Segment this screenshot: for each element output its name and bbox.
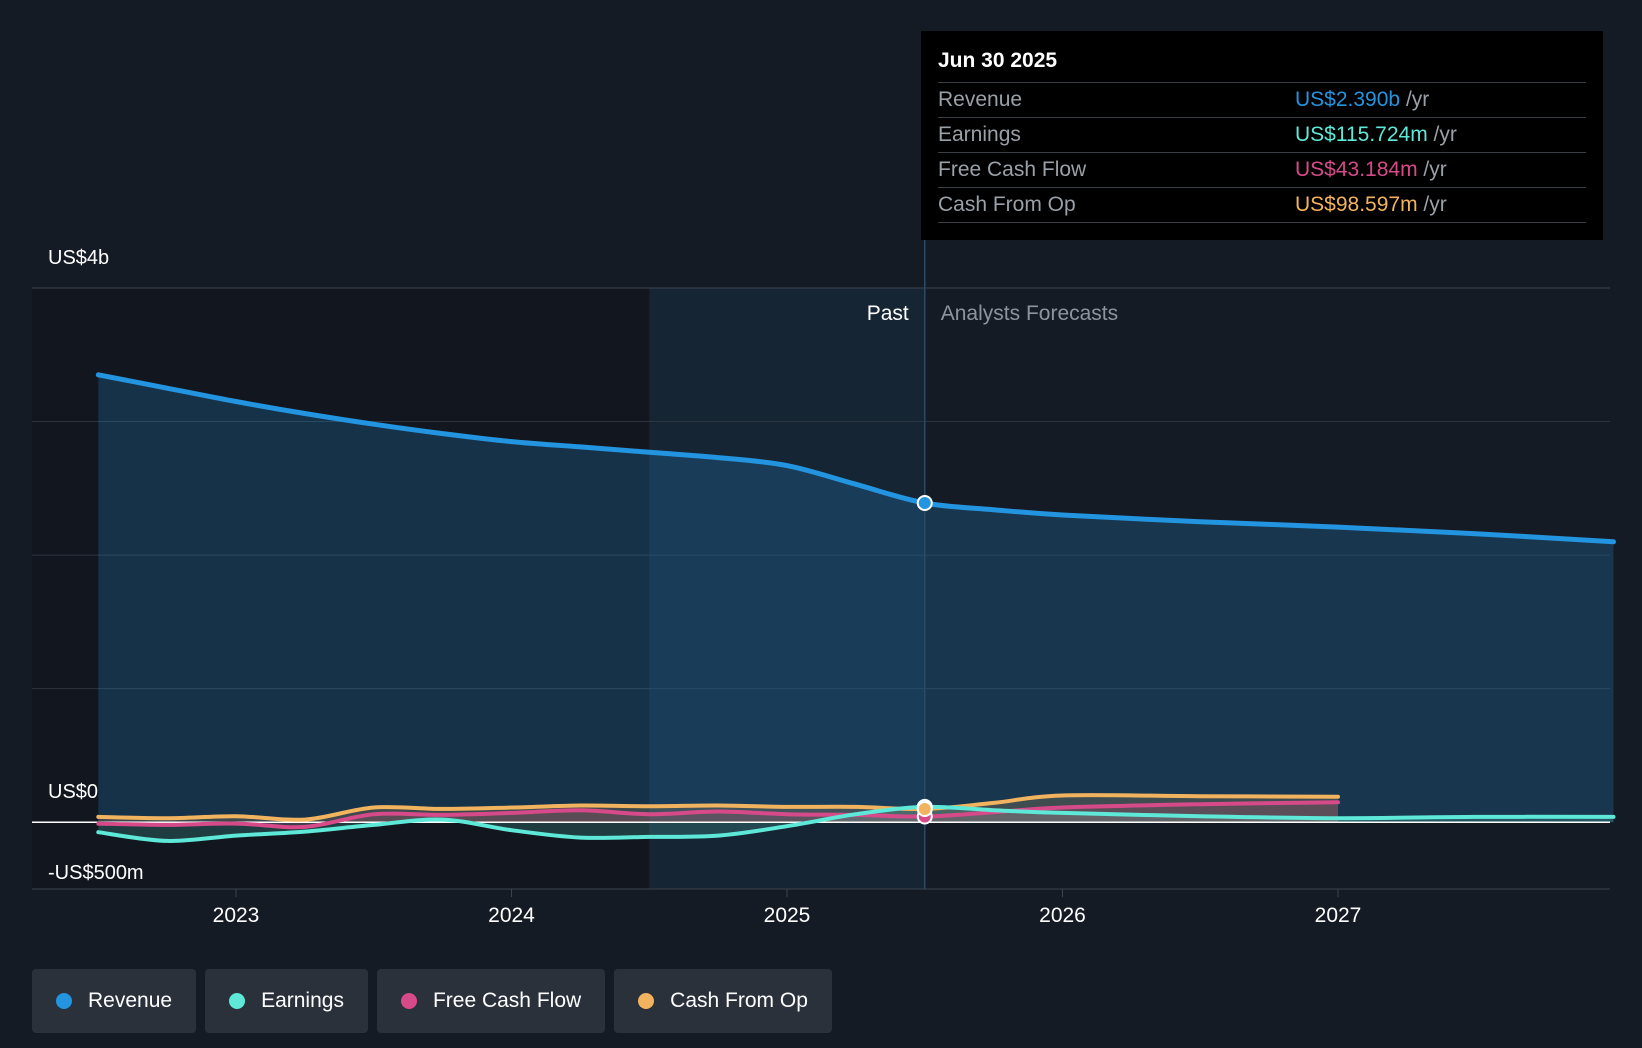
series-lines — [95, 372, 1616, 843]
y-tick-label: US$0 — [48, 781, 98, 803]
series-line-cash-from-op — [96, 793, 1340, 822]
tooltip-value-group: US$2.390b /yr — [1295, 83, 1429, 117]
tooltip-label: Free Cash Flow — [938, 158, 1087, 181]
tooltip-label: Revenue — [938, 88, 1023, 111]
legend-label: Cash From Op — [670, 989, 808, 1012]
tooltip-date: Jun 30 2025 — [938, 49, 1058, 72]
marker-revenue — [916, 495, 933, 512]
tooltip-value-group: US$43.184m /yr — [1295, 153, 1447, 187]
tooltip-value-group: US$115.724m /yr — [1295, 118, 1457, 152]
tooltip-unit: /yr — [1405, 88, 1430, 111]
x-tick-label: 2024 — [488, 904, 535, 927]
hover-markers — [916, 495, 933, 825]
legend-dot-icon — [56, 993, 72, 1009]
tooltip-value: US$98.597m — [1295, 193, 1418, 216]
legend-item-free-cash-flow[interactable]: Free Cash Flow — [376, 969, 606, 1033]
series-line-free-cash-flow — [96, 800, 1340, 830]
y-tick-label: -US$500m — [48, 862, 144, 884]
tooltip-label: Cash From Op — [938, 193, 1076, 216]
legend-label: Earnings — [261, 989, 344, 1012]
tooltip-row-free-cash-flow: Free Cash Flow US$43.184m /yr — [938, 152, 1586, 187]
series-area-revenue — [98, 374, 1614, 823]
highlight-region-background — [649, 288, 925, 889]
tooltip-label: Earnings — [938, 123, 1021, 146]
tooltip-value: US$2.390b — [1295, 88, 1401, 111]
legend-item-earnings[interactable]: Earnings — [205, 969, 368, 1033]
legend-label: Revenue — [88, 989, 173, 1012]
tooltip-row-revenue: Revenue US$2.390b /yr — [938, 82, 1586, 117]
tooltip-value-group: US$98.597m /yr — [1295, 188, 1447, 222]
tooltip-unit: /yr — [1423, 158, 1447, 181]
series-line-earnings — [96, 804, 1616, 843]
x-tick-label: 2026 — [1039, 904, 1086, 927]
axis-labels: US$4b US$0 -US$500m 2023 2024 2025 2026 2027 — [48, 247, 1361, 927]
series-line-revenue — [95, 372, 1616, 545]
y-tick-label: US$4b — [48, 247, 109, 269]
legend-label: Free Cash Flow — [432, 989, 582, 1012]
tooltip-value: US$115.724m — [1295, 123, 1428, 146]
tooltip-value: US$43.184m — [1295, 158, 1418, 181]
tooltip-row-earnings: Earnings US$115.724m /yr — [938, 117, 1586, 152]
tooltip-unit: /yr — [1423, 193, 1447, 216]
legend-dot-icon — [229, 993, 246, 1009]
legend-dot-icon — [638, 993, 655, 1009]
tooltip-panel: Jun 30 2025 Revenue US$2.390b /yr Earnin… — [921, 31, 1603, 240]
forecast-label: Analysts Forecasts — [941, 302, 1118, 325]
past-label: Past — [867, 302, 909, 325]
legend-item-cash-from-op[interactable]: Cash From Op — [614, 969, 832, 1033]
x-tick-label: 2027 — [1315, 904, 1362, 927]
legend-dot-icon — [400, 993, 417, 1009]
tooltip-row-cash-from-op: Cash From Op US$98.597m /yr — [938, 187, 1586, 223]
tooltip-unit: /yr — [1433, 123, 1457, 146]
marker-cash-from-op — [916, 801, 933, 818]
x-tick-label: 2025 — [764, 904, 811, 927]
x-tick-label: 2023 — [213, 904, 260, 927]
legend: Revenue Earnings Free Cash Flow Cash Fro… — [32, 969, 832, 1033]
gridlines — [32, 287, 1610, 890]
legend-item-revenue[interactable]: Revenue — [32, 969, 197, 1033]
